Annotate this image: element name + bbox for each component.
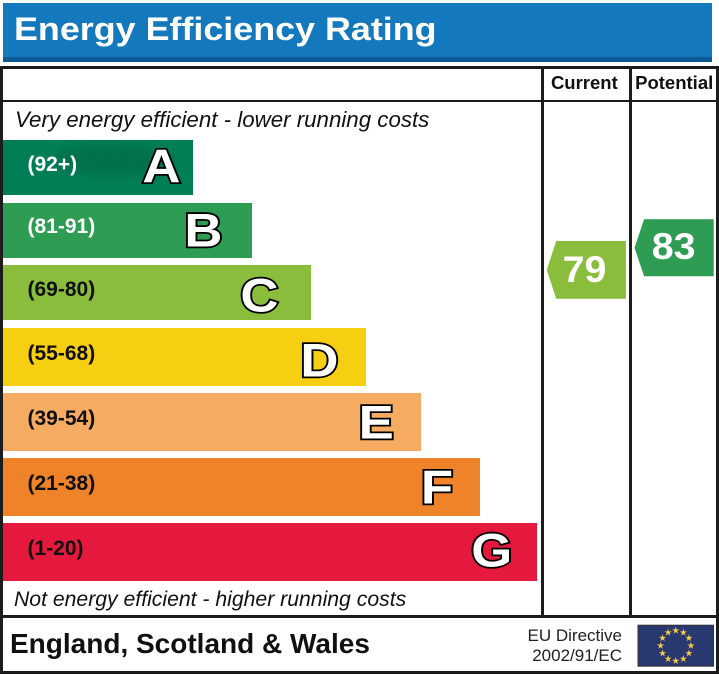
svg-text:E: E [359, 396, 394, 449]
svg-text:83: 83 [652, 226, 696, 268]
svg-text:G: G [471, 524, 512, 577]
svg-text:79: 79 [563, 249, 607, 291]
svg-text:F: F [421, 461, 453, 514]
svg-text:A: A [142, 140, 180, 193]
svg-text:C: C [240, 269, 278, 322]
svg-text:B: B [184, 204, 222, 257]
svg-text:D: D [300, 334, 338, 387]
